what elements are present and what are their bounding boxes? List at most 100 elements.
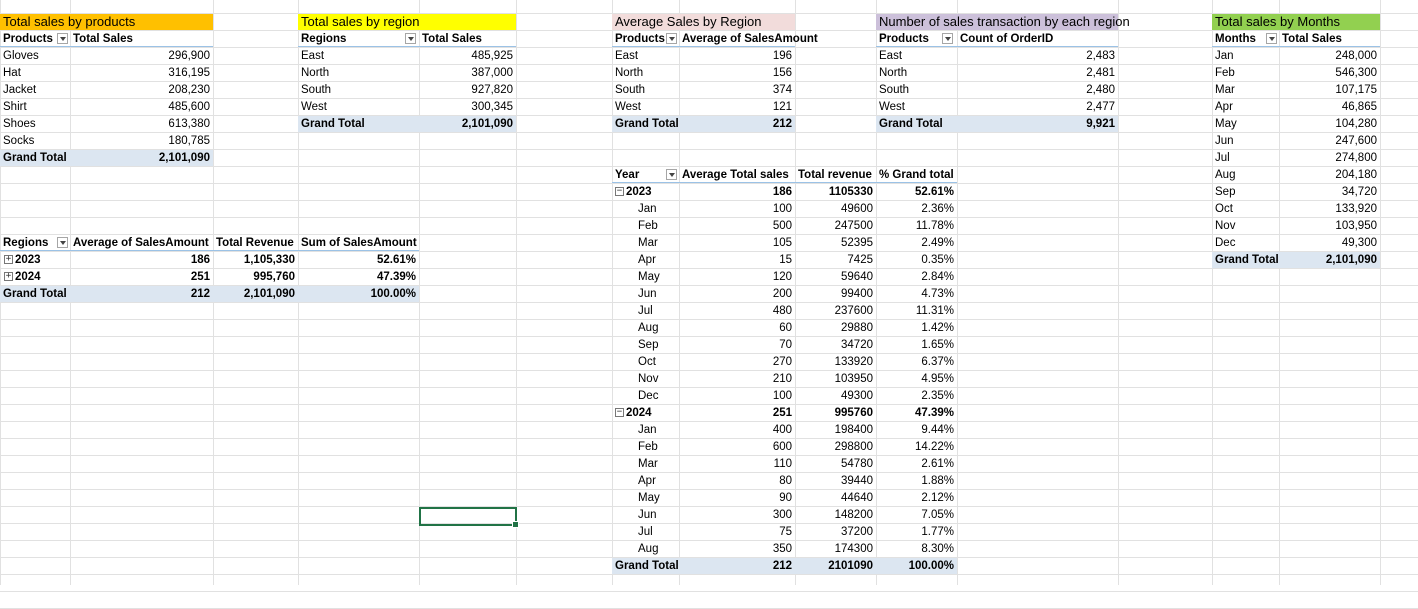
region-name: South: [879, 84, 910, 96]
pivot-header-regions: Regions: [3, 237, 49, 249]
expand-icon[interactable]: +: [4, 254, 13, 264]
month-total: 46,865: [1341, 101, 1377, 113]
collapse-icon[interactable]: −: [615, 407, 624, 417]
month-revenue: 103950: [834, 373, 873, 385]
month-name: Apr: [638, 254, 656, 266]
grid-row-line: [0, 166, 1418, 167]
filter-dropdown-icon[interactable]: [405, 33, 416, 44]
region-name: North: [301, 67, 330, 79]
month-average: 270: [772, 356, 792, 368]
grand-total-label: Grand Total: [3, 152, 67, 164]
expand-icon[interactable]: +: [4, 271, 13, 281]
month-share: 2.49%: [921, 237, 954, 249]
year-average: 186: [190, 254, 210, 266]
month-total: 133,920: [1335, 203, 1377, 215]
month-total: 248,000: [1335, 50, 1377, 62]
month-share: 2.84%: [921, 271, 954, 283]
product-total: 208,230: [168, 84, 210, 96]
grid-row-line: [0, 251, 1418, 252]
grid-column-line: [957, 0, 958, 585]
product-name: Jacket: [3, 84, 37, 96]
year-share: 47.39%: [376, 271, 416, 283]
grid-row-line: [0, 506, 1418, 507]
filter-dropdown-icon[interactable]: [57, 237, 68, 248]
title-fill: [298, 14, 516, 30]
pivot-title-count-region: Number of sales transaction by each regi…: [879, 14, 1130, 29]
month-revenue: 49600: [841, 203, 873, 215]
grid-row-line: [0, 234, 1418, 235]
year-label: 2023: [15, 254, 41, 266]
month-share: 4.73%: [921, 288, 954, 300]
grid-row-line: [0, 200, 1418, 201]
month-share: 0.35%: [921, 254, 954, 266]
pivot-header-average-total-sales: Average Total sales: [682, 169, 789, 181]
grid-row-line: [0, 30, 1418, 31]
grand-total-value: 9,921: [1086, 118, 1115, 130]
month-name: Mar: [1215, 84, 1235, 96]
month-total: 107,175: [1335, 84, 1377, 96]
product-name: Shoes: [3, 118, 36, 130]
grid-row-line: [0, 438, 1418, 439]
month-share: 14.22%: [914, 441, 954, 453]
month-average: 200: [772, 288, 792, 300]
month-name: Oct: [1215, 203, 1233, 215]
month-revenue: 29880: [841, 322, 873, 334]
grand-total-value: 2101090: [828, 560, 873, 572]
month-total: 104,280: [1335, 118, 1377, 130]
month-name: May: [638, 492, 660, 504]
pivot-header-regions: Regions: [301, 33, 347, 45]
grid-row-line: [0, 183, 1418, 184]
collapse-icon[interactable]: −: [615, 186, 624, 196]
month-revenue: 52395: [841, 237, 873, 249]
filter-dropdown-icon[interactable]: [666, 169, 677, 180]
month-name: Aug: [1215, 169, 1236, 181]
filter-dropdown-icon[interactable]: [1266, 33, 1277, 44]
grand-total-label: Grand Total: [301, 118, 365, 130]
month-average: 100: [772, 390, 792, 402]
year-revenue: 1105330: [828, 186, 873, 198]
year-revenue: 995760: [834, 407, 873, 419]
month-revenue: 34720: [841, 339, 873, 351]
grid-row-line: [0, 132, 1418, 133]
month-average: 500: [772, 220, 792, 232]
month-average: 110: [773, 458, 792, 470]
month-revenue: 44640: [841, 492, 873, 504]
header-underline: [876, 46, 1118, 47]
pivot-header-sum: Sum of SalesAmount: [301, 237, 417, 249]
active-cell-selection[interactable]: [419, 507, 519, 528]
month-total: 546,300: [1335, 67, 1377, 79]
month-share: 2.12%: [921, 492, 954, 504]
month-share: 9.44%: [921, 424, 954, 436]
filter-dropdown-icon[interactable]: [942, 33, 953, 44]
pivot-header-months: Months: [1215, 33, 1256, 45]
month-average: 210: [772, 373, 792, 385]
grid-column-line: [1212, 0, 1213, 585]
month-revenue: 49300: [841, 390, 873, 402]
month-total: 204,180: [1335, 169, 1377, 181]
filter-dropdown-icon[interactable]: [57, 33, 68, 44]
month-average: 100: [772, 203, 792, 215]
month-name: Jun: [638, 288, 657, 300]
month-name: Dec: [638, 390, 659, 402]
grid-row-line: [0, 115, 1418, 116]
month-average: 15: [779, 254, 792, 266]
month-name: Jan: [638, 424, 657, 436]
month-revenue: 54780: [841, 458, 873, 470]
grid-row-line: [0, 13, 1418, 14]
grid-row-line: [0, 557, 1418, 558]
grid-row-line: [0, 591, 1418, 592]
month-share: 6.37%: [921, 356, 954, 368]
filter-dropdown-icon[interactable]: [666, 33, 677, 44]
month-total: 274,800: [1335, 152, 1377, 164]
month-name: Feb: [1215, 67, 1235, 79]
pivot-header-grand-total-share: % Grand total: [879, 169, 954, 181]
pivot-header-total-sales: Total Sales: [1282, 33, 1342, 45]
month-revenue: 133920: [834, 356, 873, 368]
pivot-header-products: Products: [615, 33, 665, 45]
month-revenue: 37200: [841, 526, 873, 538]
grid-row-line: [0, 540, 1418, 541]
month-name: Apr: [638, 475, 656, 487]
month-share: 1.77%: [921, 526, 954, 538]
month-name: Jul: [1215, 152, 1230, 164]
grand-total-label: Grand Total: [3, 288, 67, 300]
